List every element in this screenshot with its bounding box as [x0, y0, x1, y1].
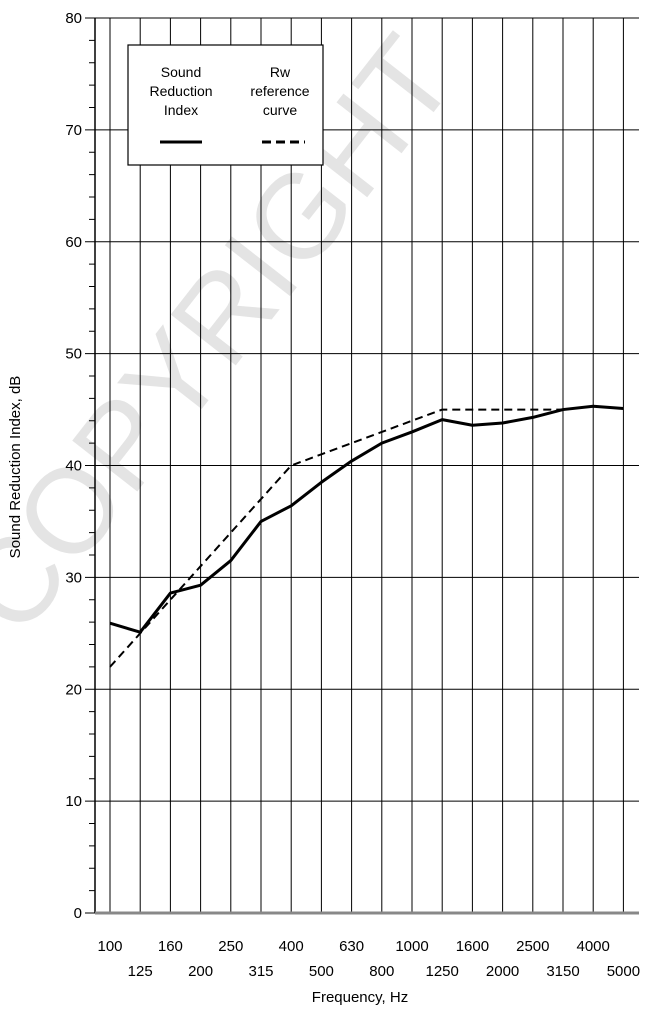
x-tick-label: 3150 [546, 963, 579, 980]
x-tick-label: 1000 [395, 938, 428, 955]
x-tick-label: 2000 [486, 963, 519, 980]
y-tick-label: 80 [65, 10, 82, 27]
legend-label-sri-line3: Index [164, 102, 198, 118]
legend-box [127, 44, 324, 166]
x-tick-label: 4000 [577, 938, 610, 955]
legend-label-rw-line2: reference [250, 83, 309, 99]
y-axis-ticks: 0 10 20 30 40 50 60 70 80 [65, 10, 95, 922]
grid [95, 17, 639, 914]
y-tick-label: 40 [65, 458, 82, 475]
x-tick-label: 630 [339, 938, 364, 955]
legend: Sound Reduction Index Rw reference curve [127, 44, 324, 166]
y-tick-label: 60 [65, 234, 82, 251]
legend-label-sri-line1: Sound [161, 64, 201, 80]
x-tick-label: 500 [309, 963, 334, 980]
x-tick-label: 400 [279, 938, 304, 955]
x-tick-label: 315 [248, 963, 273, 980]
y-axis-label: Sound Reduction Index, dB [7, 376, 24, 559]
series-line-sound-reduction-index [109, 404, 624, 634]
legend-label-rw-line3: curve [263, 102, 297, 118]
y-tick-label: 50 [65, 346, 82, 363]
y-tick-label: 10 [65, 793, 82, 810]
x-tick-label: 200 [188, 963, 213, 980]
x-tick-label: 1250 [426, 963, 459, 980]
x-axis-label: Frequency, Hz [312, 989, 408, 1006]
x-tick-label: 5000 [607, 963, 640, 980]
series-line-rw-reference-curve [109, 408, 563, 668]
x-tick-label: 800 [369, 963, 394, 980]
y-tick-label: 0 [74, 905, 82, 922]
y-tick-label: 20 [65, 681, 82, 698]
x-tick-label: 125 [128, 963, 153, 980]
legend-label-rw-line1: Rw [270, 64, 291, 80]
x-tick-label: 250 [218, 938, 243, 955]
x-tick-label: 2500 [516, 938, 549, 955]
x-tick-label: 160 [158, 938, 183, 955]
legend-label-sri-line2: Reduction [149, 83, 212, 99]
y-tick-label: 30 [65, 569, 82, 586]
series-layer [109, 404, 624, 668]
y-tick-label: 70 [65, 122, 82, 139]
x-tick-label: 100 [97, 938, 122, 955]
x-tick-label: 1600 [456, 938, 489, 955]
axes [94, 18, 639, 915]
